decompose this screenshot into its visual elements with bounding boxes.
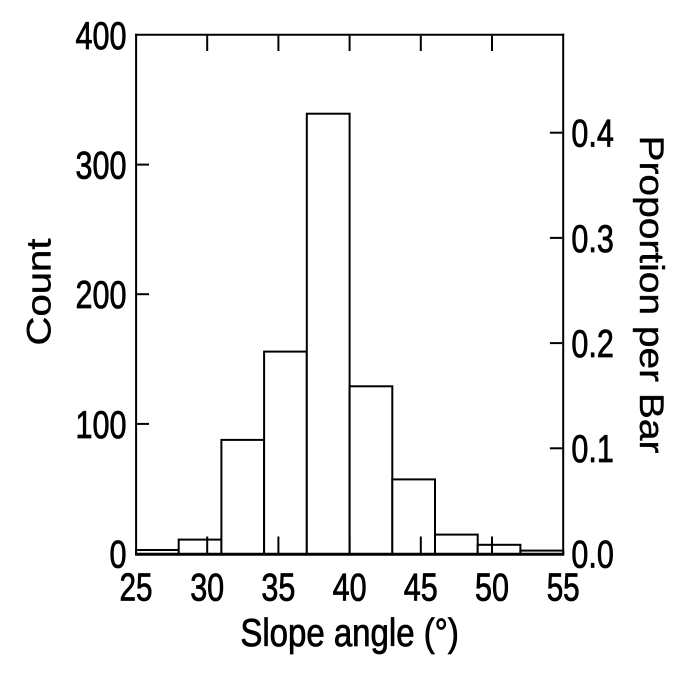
- svg-text:300: 300: [76, 145, 127, 188]
- svg-text:30: 30: [190, 566, 224, 609]
- svg-text:35: 35: [261, 566, 295, 609]
- svg-text:45: 45: [404, 566, 438, 609]
- svg-text:0.4: 0.4: [571, 113, 613, 156]
- svg-text:Count: Count: [20, 238, 58, 346]
- svg-text:50: 50: [475, 566, 509, 609]
- svg-text:0.3: 0.3: [571, 218, 613, 261]
- svg-text:25: 25: [120, 566, 153, 609]
- svg-text:0.1: 0.1: [571, 428, 613, 471]
- svg-text:Slope angle (°): Slope angle (°): [240, 612, 459, 655]
- svg-text:400: 400: [76, 15, 127, 58]
- svg-text:40: 40: [333, 566, 367, 609]
- svg-text:0.2: 0.2: [571, 323, 613, 366]
- svg-text:0: 0: [110, 533, 127, 576]
- svg-text:100: 100: [76, 404, 127, 447]
- svg-text:200: 200: [76, 274, 127, 317]
- svg-text:Proportion per Bar: Proportion per Bar: [632, 136, 670, 454]
- svg-text:55: 55: [547, 566, 580, 609]
- svg-text:0.0: 0.0: [571, 533, 613, 576]
